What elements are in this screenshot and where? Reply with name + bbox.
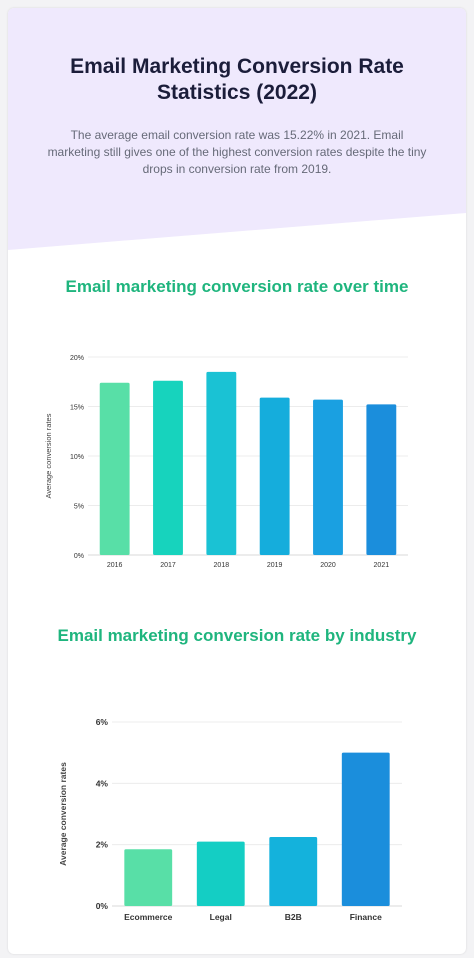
- bar-2016: [99, 382, 130, 555]
- header-background-shape: [8, 8, 466, 250]
- bar-2020: [313, 399, 343, 555]
- bar-2019: [259, 397, 290, 555]
- y-axis-label: Average conversion rates: [58, 762, 68, 866]
- y-tick-label: 0%: [96, 901, 109, 911]
- x-tick-label: 2020: [320, 562, 336, 569]
- y-tick-label: 15%: [70, 405, 84, 412]
- page-subtitle: The average email conversion rate was 15…: [47, 128, 427, 176]
- chart-title-by-industry: Email marketing conversion rate by indus…: [57, 626, 417, 645]
- page-title: Email Marketing Conversion Rate Statisti…: [70, 55, 404, 104]
- bar-legal: [196, 841, 245, 906]
- x-tick-label: Ecommerce: [124, 912, 172, 922]
- header-background: [8, 8, 466, 250]
- x-tick-label: 2019: [267, 562, 283, 569]
- y-tick-label: 4%: [96, 778, 109, 788]
- bar-2018: [206, 371, 237, 555]
- bar-2021: [366, 404, 397, 555]
- x-tick-label: B2B: [285, 912, 302, 922]
- chart-over-time: 0% 5% 10% 15% 20% 2016 2017 2018 2019 2020 2021 Ave…: [44, 355, 408, 569]
- y-axis-label: Average conversion rates: [44, 413, 53, 498]
- x-tick-label: Finance: [350, 912, 382, 922]
- bar-b2b: [269, 837, 318, 906]
- bar-ecommerce: [124, 849, 173, 906]
- y-tick-label: 10%: [70, 454, 84, 461]
- y-tick-label: 20%: [70, 355, 84, 362]
- y-tick-label: 2%: [96, 840, 109, 850]
- x-tick-label: 2017: [160, 562, 176, 569]
- y-tick-label: 0%: [74, 553, 84, 560]
- y-tick-label: 6%: [96, 717, 109, 727]
- x-tick-label: 2021: [374, 562, 390, 569]
- x-tick-label: 2018: [214, 562, 230, 569]
- chart-by-industry: 0% 2% 4% 6% Ecommerce Legal B2B Finance Average …: [58, 717, 402, 922]
- bar-2017: [153, 380, 183, 555]
- x-tick-label: Legal: [210, 912, 232, 922]
- chart-title-over-time: Email marketing conversion rate over tim…: [65, 277, 409, 296]
- bar-finance: [341, 752, 390, 906]
- infographic-card: Email Marketing Conversion Rate Statisti…: [8, 8, 466, 954]
- x-tick-label: 2016: [107, 562, 123, 569]
- y-tick-label: 5%: [74, 504, 84, 511]
